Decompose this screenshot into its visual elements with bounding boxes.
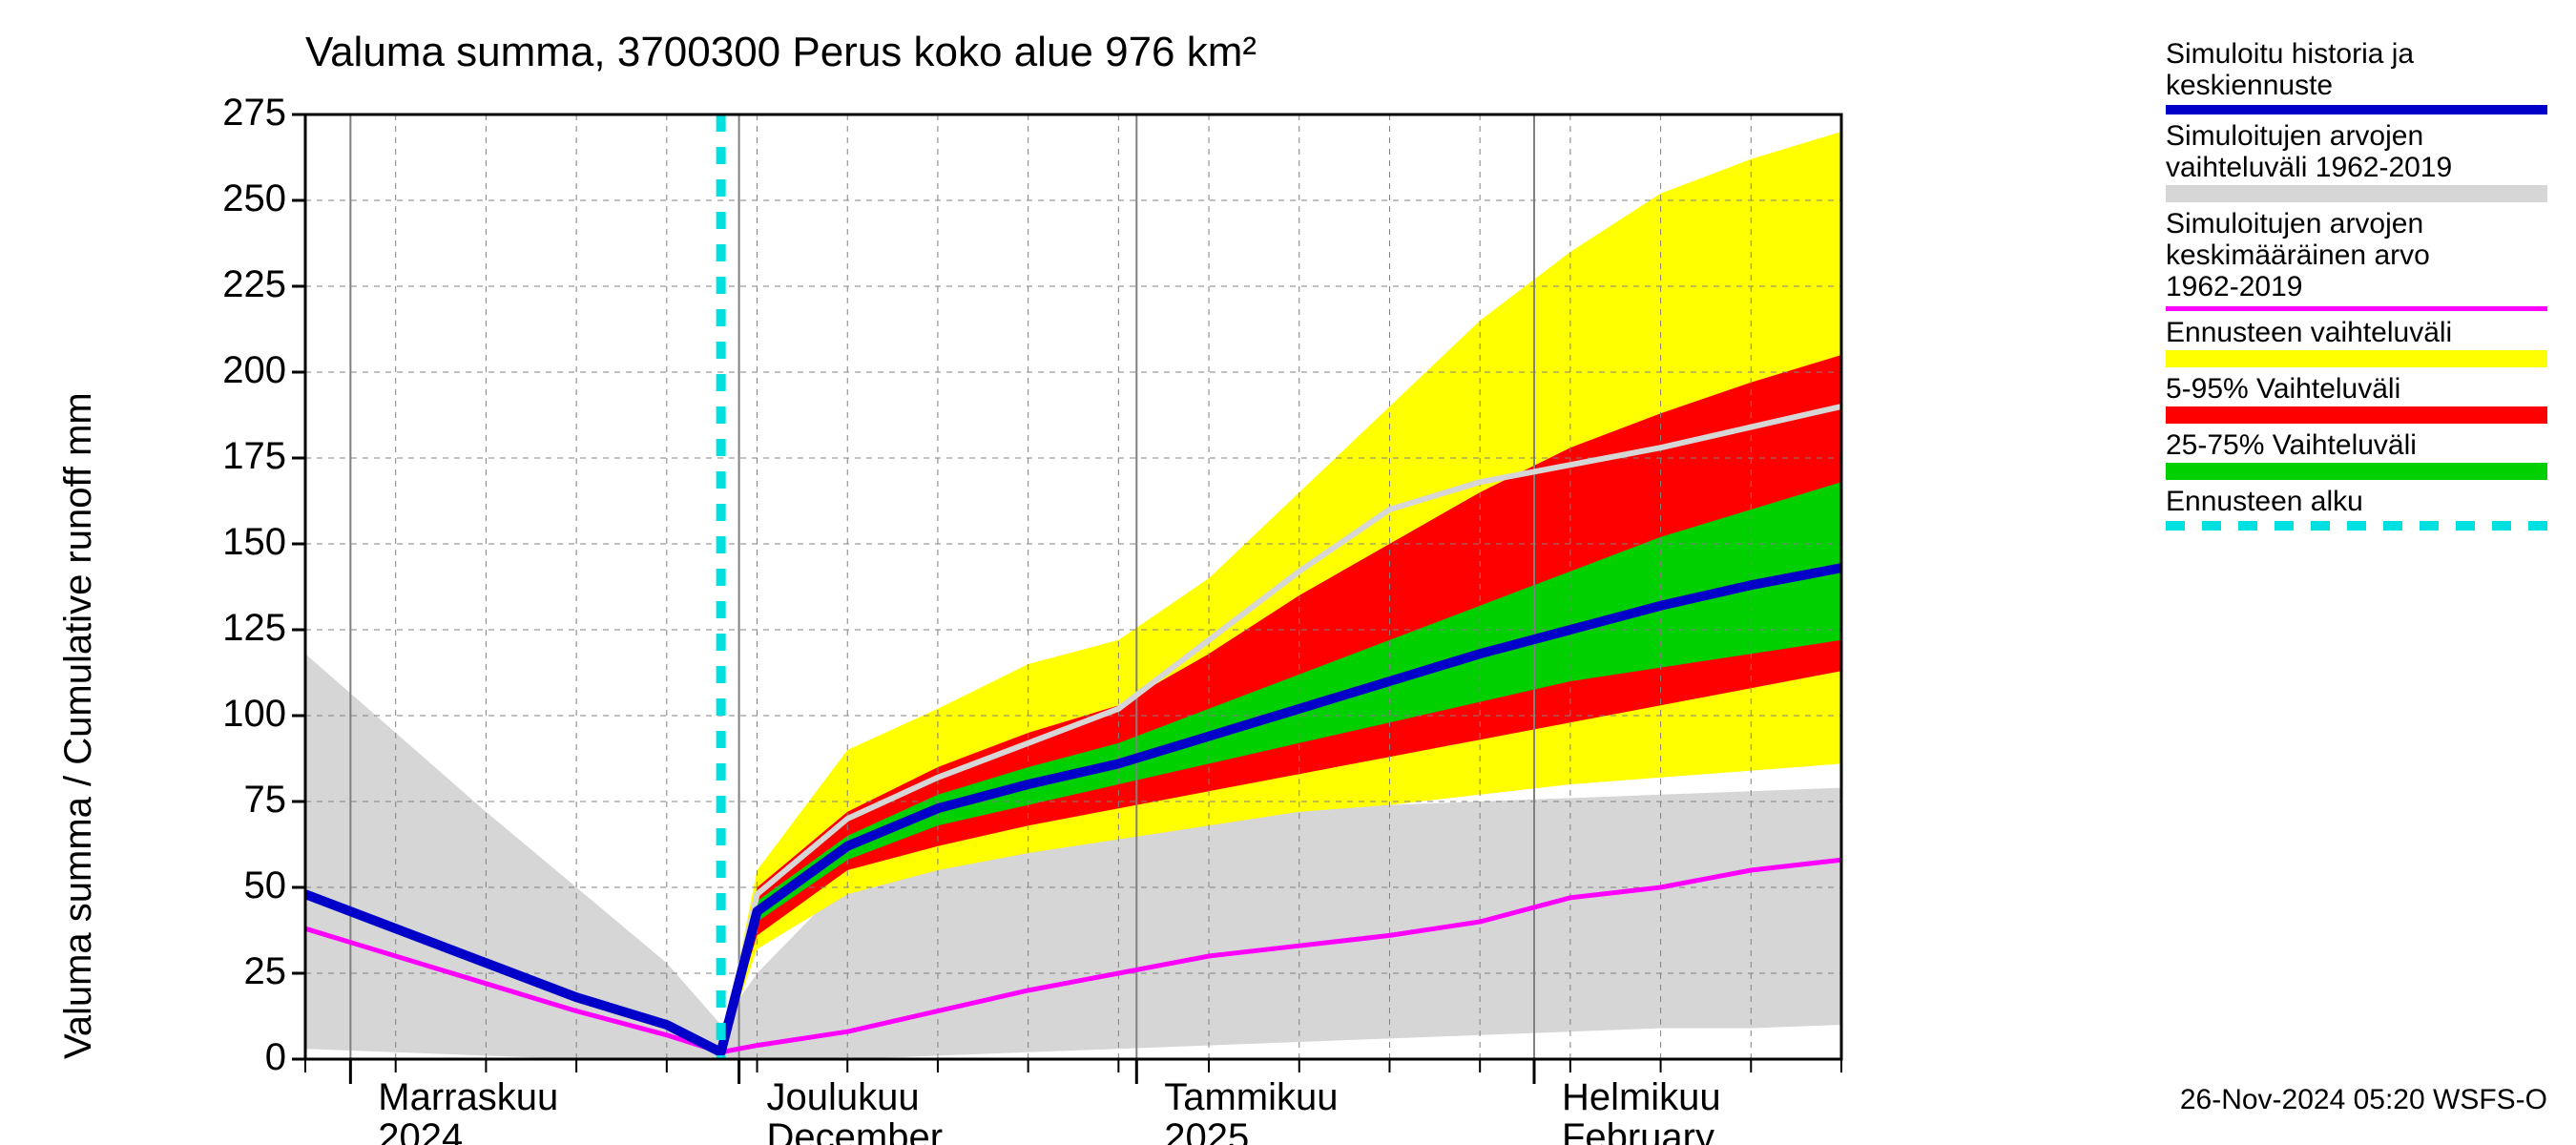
y-tick-label: 275 [172,92,286,135]
legend-entry: Ennusteen vaihteluväli [2166,317,2547,367]
y-tick-label: 250 [172,177,286,220]
y-tick-label: 200 [172,349,286,392]
x-month-label-bottom: December [767,1116,944,1145]
legend-label: vaihteluväli 1962-2019 [2166,152,2547,183]
y-axis-label: Valuma summa / Cumulative runoff mm [57,392,100,1059]
x-month-label-top: Tammikuu [1164,1076,1338,1119]
legend-swatch [2166,306,2547,311]
legend-entry: Simuloitujen arvojenkeskimääräinen arvo … [2166,208,2547,311]
y-tick-label: 225 [172,263,286,306]
y-tick-label: 125 [172,607,286,650]
legend-swatch [2166,185,2547,202]
legend-entry: Ennusteen alku [2166,486,2547,531]
chart-footer: 26-Nov-2024 05:20 WSFS-O [2180,1084,2547,1116]
legend-swatch [2166,105,2547,114]
legend-label: keskiennuste [2166,70,2547,101]
x-month-label-top: Helmikuu [1562,1076,1721,1119]
y-tick-label: 0 [172,1036,286,1079]
chart-root: Valuma summa, 3700300 Perus koko alue 97… [0,0,2576,1145]
legend-label: Ennusteen alku [2166,486,2547,517]
legend-swatch [2166,406,2547,424]
x-month-label-bottom: February [1562,1116,1714,1145]
y-tick-label: 150 [172,521,286,564]
legend-label: 5-95% Vaihteluväli [2166,373,2547,405]
legend-label: Simuloitujen arvojen [2166,208,2547,239]
legend-swatch [2166,350,2547,367]
y-tick-label: 50 [172,864,286,907]
x-month-label-bottom: 2025 [1164,1116,1249,1145]
legend-swatch [2166,521,2547,531]
legend-entry: Simuloitujen arvojenvaihteluväli 1962-20… [2166,120,2547,202]
y-tick-label: 175 [172,435,286,478]
y-tick-label: 75 [172,779,286,822]
legend-label: Simuloitu historia ja [2166,38,2547,70]
legend-entry: Simuloitu historia jakeskiennuste [2166,38,2547,114]
legend-label: 1962-2019 [2166,271,2547,302]
legend-label: 25-75% Vaihteluväli [2166,429,2547,461]
legend-label: Simuloitujen arvojen [2166,120,2547,152]
legend-entry: 5-95% Vaihteluväli [2166,373,2547,424]
legend-swatch [2166,463,2547,480]
chart-title: Valuma summa, 3700300 Perus koko alue 97… [305,29,1257,76]
y-tick-label: 25 [172,950,286,993]
legend-label: Ennusteen vaihteluväli [2166,317,2547,348]
x-month-label-bottom: 2024 [378,1116,463,1145]
legend-label: keskimääräinen arvo [2166,239,2547,271]
legend: Simuloitu historia jakeskiennusteSimuloi… [2166,38,2547,536]
legend-entry: 25-75% Vaihteluväli [2166,429,2547,480]
x-month-label-top: Marraskuu [378,1076,558,1119]
y-tick-label: 100 [172,693,286,736]
x-month-label-top: Joulukuu [767,1076,920,1119]
